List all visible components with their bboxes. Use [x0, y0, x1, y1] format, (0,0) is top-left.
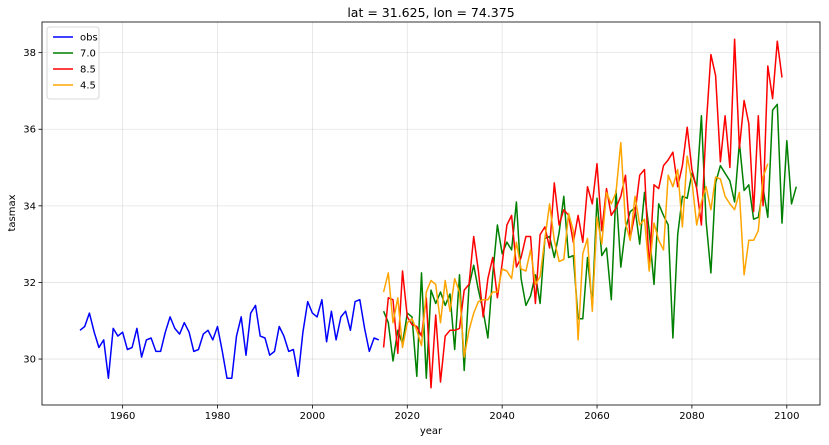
chart-title: lat = 31.625, lon = 74.375 — [347, 5, 514, 20]
series-line-obs — [79, 298, 380, 379]
x-tick-label: 2060 — [584, 411, 609, 422]
series-group — [79, 38, 798, 389]
x-tick-label: 1980 — [205, 411, 230, 422]
legend-box — [46, 26, 100, 100]
legend-label: 7.0 — [80, 49, 96, 60]
x-tick-label: 2040 — [489, 411, 514, 422]
x-axis-label: year — [420, 426, 443, 437]
legend-label: obs — [80, 33, 98, 44]
legend: obs 7.0 8.5 4.5 — [46, 26, 100, 100]
plot-frame — [41, 21, 821, 406]
legend-label: 8.5 — [80, 65, 96, 76]
legend-label: 4.5 — [80, 81, 96, 92]
x-tick-label: 1960 — [110, 411, 135, 422]
series-line-4-5 — [382, 141, 769, 358]
axis-ticks: 1960 1980 2000 2020 2040 2060 2080 2100 30 32 34 36… — [23, 48, 799, 422]
y-tick-label: 36 — [23, 125, 36, 136]
y-tick-label: 34 — [23, 201, 36, 212]
series-line-8-5 — [382, 38, 783, 389]
x-tick-label: 2000 — [300, 411, 325, 422]
y-tick-label: 30 — [23, 355, 36, 366]
x-tick-label: 2020 — [395, 411, 420, 422]
y-tick-label: 32 — [23, 278, 36, 289]
x-tick-label: 2100 — [774, 411, 799, 422]
x-tick-label: 2080 — [679, 411, 704, 422]
y-axis-label: tasmax — [7, 194, 18, 231]
y-tick-label: 38 — [23, 48, 36, 59]
